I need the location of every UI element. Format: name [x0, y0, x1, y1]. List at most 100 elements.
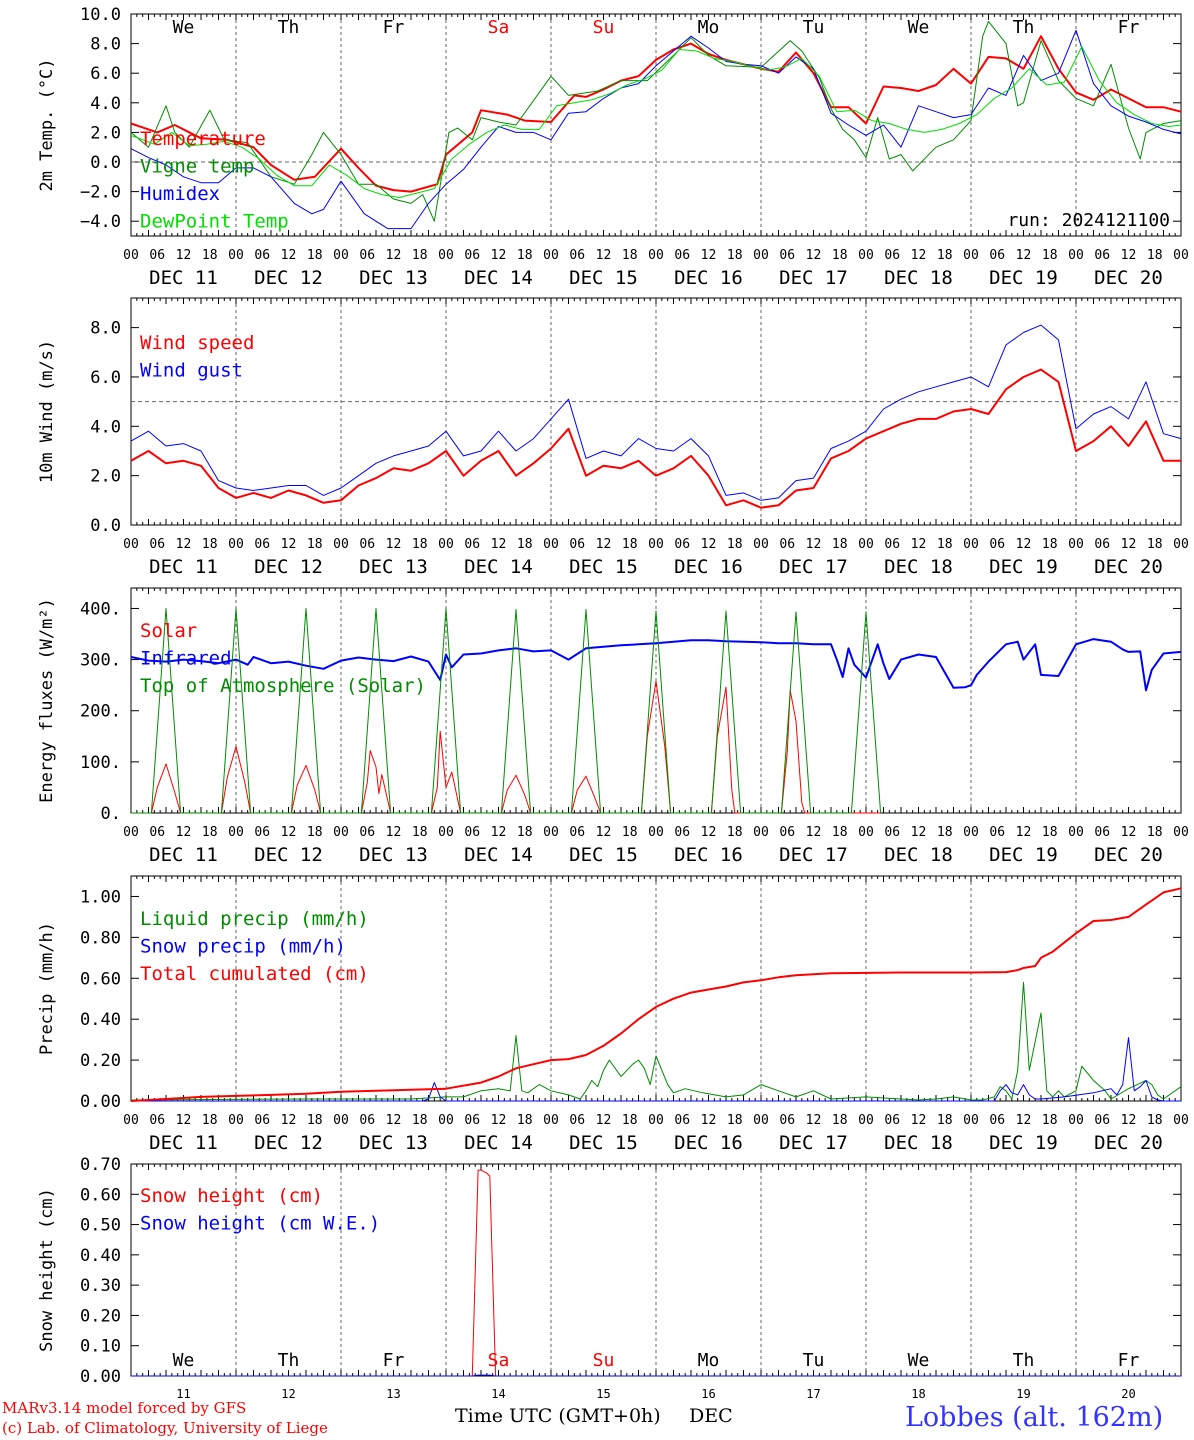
y-tick-label: 4.0	[90, 417, 121, 437]
y-tick-label: 1.00	[80, 887, 121, 907]
date-label: DEC 13	[359, 844, 428, 866]
hour-label: 12	[1121, 825, 1137, 840]
hour-label: 18	[832, 1113, 848, 1128]
hour-label: 00	[648, 248, 664, 263]
hour-label: 00	[543, 537, 559, 552]
legend-entry: Solar	[140, 620, 197, 642]
hour-label: 06	[779, 825, 795, 840]
weekday-label: Fr	[383, 1350, 405, 1371]
legend-entry: Humidex	[140, 183, 220, 205]
hour-label: 18	[727, 1113, 743, 1128]
hour-label: 18	[622, 1113, 638, 1128]
series-line	[130, 29, 1182, 230]
hour-label: 18	[412, 248, 428, 263]
plot-frame	[130, 587, 1182, 814]
y-tick-label: −4.0	[80, 212, 121, 232]
hour-label: 06	[569, 537, 585, 552]
hour-label: 12	[1121, 1113, 1137, 1128]
hour-label: 18	[1147, 825, 1163, 840]
hour-label: 12	[596, 1113, 612, 1128]
hour-label: 12	[806, 248, 822, 263]
weekday-label: Sa	[488, 17, 510, 38]
hour-label: 18	[1042, 537, 1058, 552]
weekday-label: Su	[593, 17, 615, 38]
weekday-label: We	[173, 17, 195, 38]
y-tick-label: 0.50	[80, 1216, 121, 1236]
hour-label: 06	[1094, 248, 1110, 263]
weekday-label: Fr	[383, 17, 405, 38]
hour-label: 18	[832, 537, 848, 552]
hour-label: 18	[412, 537, 428, 552]
y-tick-label: 0.40	[80, 1010, 121, 1030]
hour-label: 00	[123, 1113, 139, 1128]
date-label: DEC 16	[674, 556, 743, 578]
hour-label: 18	[937, 825, 953, 840]
hour-label: 12	[281, 248, 297, 263]
weekday-label: Th	[1013, 1350, 1035, 1371]
legend-entry: Vigne temp	[140, 156, 254, 178]
hour-label: 06	[149, 537, 165, 552]
hour-label: 12	[806, 825, 822, 840]
hour-label: 06	[254, 1113, 270, 1128]
weekday-label: We	[173, 1350, 195, 1371]
hour-label: 12	[386, 825, 402, 840]
hour-label: 06	[884, 1113, 900, 1128]
date-label: DEC 12	[254, 1132, 323, 1154]
hour-label: 18	[1042, 825, 1058, 840]
hour-label: 06	[1094, 825, 1110, 840]
hour-label: 00	[753, 825, 769, 840]
series-line	[130, 887, 1182, 1102]
hour-label: 12	[911, 1113, 927, 1128]
weekday-label: Tu	[803, 17, 825, 38]
hour-label: 06	[569, 248, 585, 263]
series-line	[130, 20, 1182, 222]
hour-label: 06	[989, 248, 1005, 263]
weekday-label: Th	[278, 17, 300, 38]
series-line	[131, 608, 882, 814]
y-tick-label: 4.0	[90, 94, 121, 114]
hour-label: 06	[884, 248, 900, 263]
y-tick-label: 0.10	[80, 1337, 121, 1357]
y-tick-label: 10.0	[80, 5, 121, 25]
hour-label: 12	[176, 825, 192, 840]
date-label: DEC 14	[464, 556, 533, 578]
hour-label: 06	[569, 825, 585, 840]
hour-label: 00	[858, 537, 874, 552]
date-label: DEC 11	[149, 267, 218, 289]
hour-label: 00	[543, 825, 559, 840]
date-label: DEC 20	[1094, 556, 1163, 578]
hour-label: 18	[307, 1113, 323, 1128]
date-label: DEC 15	[569, 1132, 638, 1154]
hour-label: 00	[438, 825, 454, 840]
date-label: DEC 12	[254, 844, 323, 866]
hour-label: 12	[491, 248, 507, 263]
hour-label: 18	[727, 537, 743, 552]
date-label: DEC 15	[569, 267, 638, 289]
hour-label: 06	[464, 825, 480, 840]
hour-label: 00	[1173, 825, 1189, 840]
y-tick-label: 400.	[80, 599, 121, 619]
day-number-label: 15	[596, 1387, 610, 1401]
date-label: DEC 20	[1094, 844, 1163, 866]
hour-label: 12	[806, 1113, 822, 1128]
weekday-label: Mo	[698, 1350, 720, 1371]
hour-label: 06	[1094, 537, 1110, 552]
hour-label: 00	[333, 248, 349, 263]
hour-label: 18	[832, 825, 848, 840]
hour-label: 18	[832, 248, 848, 263]
hour-label: 00	[543, 1113, 559, 1128]
hour-label: 18	[517, 537, 533, 552]
hour-label: 06	[359, 825, 375, 840]
hour-label: 00	[333, 825, 349, 840]
day-number-label: 16	[701, 1387, 715, 1401]
hour-label: 12	[701, 825, 717, 840]
date-label: DEC 16	[674, 267, 743, 289]
hour-label: 06	[254, 537, 270, 552]
run-annotation: run: 2024121100	[1007, 210, 1170, 231]
y-tick-label: 6.0	[90, 368, 121, 388]
hour-label: 12	[911, 248, 927, 263]
legend-entry: Snow precip (mm/h)	[140, 936, 346, 958]
y-tick-label: 100.	[80, 753, 121, 773]
